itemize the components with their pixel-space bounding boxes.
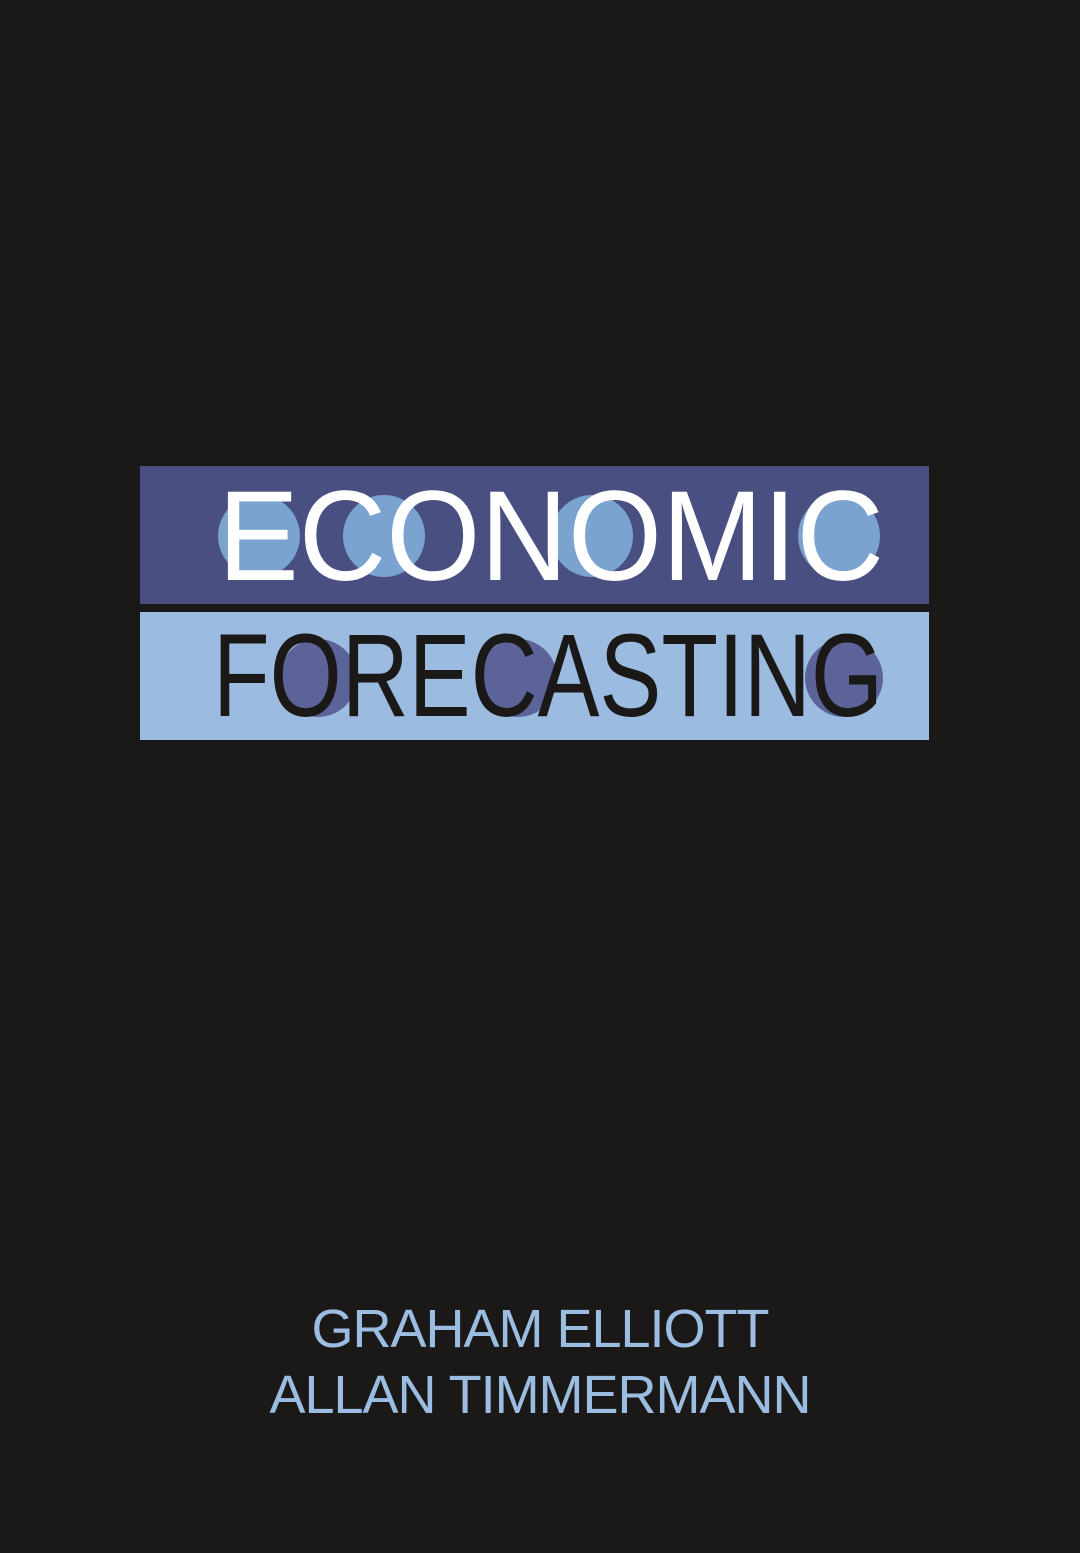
letter-fill-disc bbox=[479, 639, 557, 717]
title-band-top: ECONOMIC bbox=[140, 465, 929, 608]
title-line-1-graphic: ECONOMIC bbox=[218, 465, 884, 608]
letter-fill-disc bbox=[279, 639, 357, 717]
title-line-2: FORECASTING bbox=[213, 610, 883, 742]
letter-fill-disc bbox=[343, 495, 425, 577]
letter-fill-disc bbox=[551, 495, 633, 577]
title-band-bottom: FORECASTING bbox=[140, 610, 929, 742]
title-line-1: ECONOMIC bbox=[218, 465, 884, 608]
title-line-2-graphic: FORECASTING bbox=[213, 610, 883, 742]
letter-fill-disc bbox=[805, 639, 883, 717]
letter-fill-disc bbox=[218, 495, 300, 577]
author-name: ALLAN TIMMERMANN bbox=[269, 1365, 811, 1425]
author-name: GRAHAM ELLIOTT bbox=[311, 1299, 769, 1359]
letter-fill-disc bbox=[798, 495, 880, 577]
